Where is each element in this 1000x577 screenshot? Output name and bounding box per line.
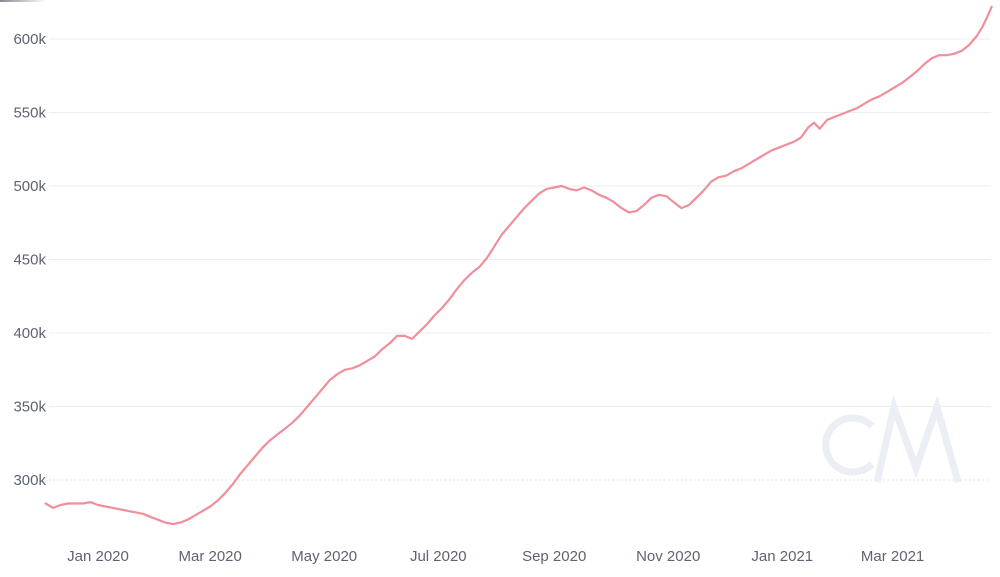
x-tick-label: Jul 2020	[410, 548, 467, 565]
y-tick-label: 550k	[13, 105, 46, 122]
x-tick-label: May 2020	[291, 548, 357, 565]
y-tick-label: 300k	[13, 472, 46, 489]
y-tick-label: 350k	[13, 399, 46, 416]
y-tick-label: 450k	[13, 252, 46, 269]
x-tick-label: Jan 2020	[67, 548, 129, 565]
y-tick-label: 400k	[13, 325, 46, 342]
cm-watermark-logo: CM	[822, 394, 962, 483]
gridlines	[49, 38, 991, 481]
x-tick-label: Sep 2020	[522, 548, 586, 565]
x-axis-labels: Jan 2020 Mar 2020 May 2020 Jul 2020 Sep 2020…	[67, 548, 924, 565]
watermark-letter-c	[822, 414, 875, 476]
x-tick-label: Nov 2020	[636, 548, 700, 565]
x-tick-label: Jan 2021	[751, 548, 813, 565]
x-tick-label: Mar 2021	[861, 548, 924, 565]
x-tick-label: Mar 2020	[179, 548, 242, 565]
y-tick-label: 600k	[13, 31, 46, 48]
y-axis-labels: 300k 350k 400k 450k 500k 550k 600k	[13, 31, 46, 489]
watermark-letter-m	[873, 394, 962, 483]
y-tick-label: 500k	[13, 178, 46, 195]
top-edge-artifact	[0, 0, 47, 2]
series-line	[44, 5, 993, 526]
